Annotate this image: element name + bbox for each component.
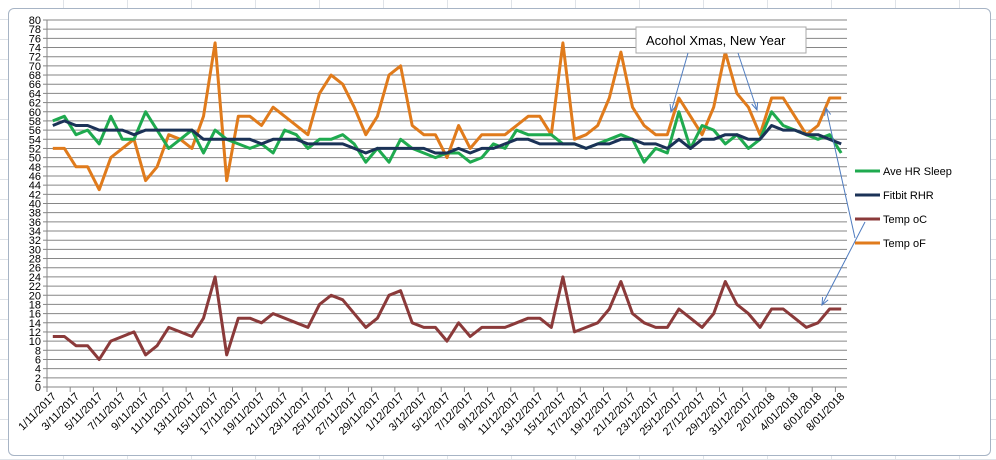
y-tick-label: 64 [29,88,41,100]
y-tick-label: 18 [29,299,41,311]
y-tick-label: 26 [29,263,41,275]
legend-label: Ave HR Sleep [883,166,952,178]
y-tick-label: 10 [29,336,41,348]
legend-item[interactable]: Temp oF [855,238,926,250]
y-tick-label: 48 [29,162,41,174]
annotation-box[interactable] [635,26,807,54]
y-tick-label: 32 [29,235,41,247]
y-tick-label: 54 [29,134,41,146]
y-tick-label: 58 [29,116,41,128]
y-tick-label: 68 [29,70,41,82]
y-tick-label: 52 [29,143,41,155]
series-line-temp-oc[interactable] [52,275,842,361]
y-tick-label: 50 [29,153,41,165]
y-tick-label: 30 [29,244,41,256]
y-tick-label: 56 [29,125,41,137]
arrowhead-icon [669,103,677,114]
series-line-temp-of[interactable] [52,41,842,192]
arrowhead-icon [824,106,832,116]
y-tick-label: 80 [29,15,41,27]
y-tick-label: 28 [29,254,41,266]
y-tick-label: 16 [29,309,41,321]
legend-item[interactable]: Temp oC [855,214,927,226]
arrowhead-icon [821,296,829,307]
y-tick-label: 74 [29,43,41,55]
y-tick-label: 70 [29,61,41,73]
legend-item[interactable]: Fitbit RHR [855,190,934,202]
y-tick-label: 40 [29,199,41,211]
y-tick-label: 12 [29,327,41,339]
y-tick-label: 60 [29,107,41,119]
y-tick-label: 42 [29,189,41,201]
y-tick-label: 34 [29,226,41,238]
annotation-arrow [821,221,866,306]
legend-label: Temp oF [883,238,926,250]
annotation-text: Acohol Xmas, New Year [646,33,786,48]
arrowhead-icon [751,101,759,112]
y-tick-label: 8 [35,345,41,357]
legend-item[interactable]: Ave HR Sleep [855,166,952,178]
legend-label: Fitbit RHR [883,190,934,202]
annotation-arrow [670,52,689,113]
y-tick-label: 6 [35,354,41,366]
y-tick-label: 38 [29,208,41,220]
y-tick-label: 66 [29,79,41,91]
y-tick-label: 78 [29,24,41,36]
legend-label: Temp oC [883,214,927,226]
chart-frame[interactable] [8,8,991,456]
y-tick-label: 20 [29,290,41,302]
y-tick-label: 22 [29,281,41,293]
series-line-fitbit-rhr[interactable] [52,119,842,155]
y-tick-label: 62 [29,98,41,110]
y-tick-label: 72 [29,52,41,64]
y-tick-label: 4 [35,364,41,376]
y-tick-label: 0 [35,382,41,394]
y-tick-label: 46 [29,171,41,183]
y-tick-label: 44 [29,180,41,192]
y-tick-label: 36 [29,217,41,229]
y-tick-label: 2 [35,373,41,385]
y-tick-label: 24 [29,272,41,284]
annotation-arrow [825,107,856,239]
y-tick-label: 76 [29,33,41,45]
annotation-arrow [737,52,758,111]
y-tick-label: 14 [29,318,41,330]
